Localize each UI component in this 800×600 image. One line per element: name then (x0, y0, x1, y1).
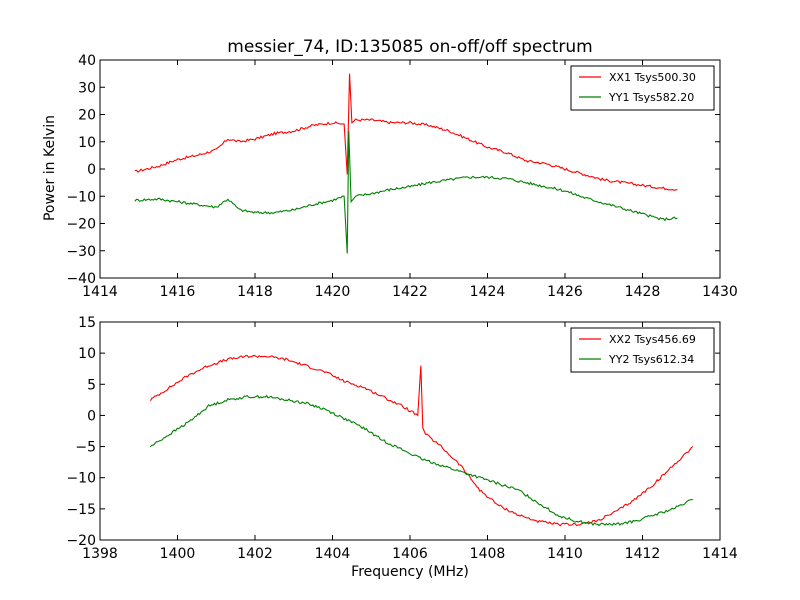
x-tick-label: 1418 (237, 284, 273, 300)
y-tick-label: 0 (87, 408, 96, 424)
x-tick-label: 1398 (82, 546, 118, 562)
series-line-2 (134, 130, 678, 254)
x-tick-label: 1426 (547, 284, 583, 300)
y-tick-label: −10 (66, 471, 96, 487)
y-tick-label: −30 (66, 244, 96, 260)
x-tick-label: 1430 (702, 284, 738, 300)
y-tick-label: −40 (66, 271, 96, 287)
x-tick-label: 1400 (160, 546, 196, 562)
y-tick-label: 15 (78, 315, 96, 331)
y-tick-label: −20 (66, 217, 96, 233)
y-tick-label: 40 (78, 53, 96, 69)
y-tick-label: 10 (78, 346, 96, 362)
y-tick-label: −20 (66, 533, 96, 549)
x-tick-label: 1402 (237, 546, 273, 562)
y-tick-label: 10 (78, 135, 96, 151)
y-tick-label: −15 (66, 502, 96, 518)
y-tick-label: 20 (78, 108, 96, 124)
bottom-subplot: 1398 1400 1402 1404 1406 1408 1410 1412 1414 15 10… (66, 315, 737, 562)
legend: XX2 Tsys456.69 YY2 Tsys612.34 (570, 327, 715, 373)
series-line-1 (134, 73, 678, 191)
series-line-1 (149, 354, 694, 527)
x-tick-label: 1408 (470, 546, 506, 562)
y-tick-label: 30 (78, 80, 96, 96)
legend-label: YY2 Tsys612.34 (608, 353, 694, 366)
legend-label: XX2 Tsys456.69 (609, 333, 696, 346)
y-tick-label: 0 (87, 162, 96, 178)
x-tick-label: 1416 (160, 284, 196, 300)
x-tick-label: 1424 (470, 284, 506, 300)
legend: XX1 Tsys500.30 YY1 Tsys582.20 (570, 65, 715, 111)
series-line-2 (149, 394, 693, 527)
x-tick-label: 1414 (82, 284, 118, 300)
legend-label: YY1 Tsys582.20 (608, 91, 694, 104)
x-tick-label: 1410 (547, 546, 583, 562)
legend-box (570, 327, 715, 373)
y-tick-label: −10 (66, 189, 96, 205)
x-tick-label: 1406 (392, 546, 428, 562)
legend-label: XX1 Tsys500.30 (609, 71, 696, 84)
x-tick-label: 1404 (315, 546, 351, 562)
x-axis-label: Frequency (MHz) (351, 564, 469, 580)
x-tick-label: 1428 (625, 284, 661, 300)
y-tick-label: 5 (87, 377, 96, 393)
legend-box (570, 65, 715, 111)
chart-title: messier_74, ID:135085 on-off/off spectru… (227, 37, 592, 57)
x-tick-label: 1420 (315, 284, 351, 300)
y-axis-label: Power in Kelvin (42, 115, 58, 221)
x-tick-label: 1422 (392, 284, 428, 300)
y-tick-label: −5 (75, 440, 96, 456)
top-subplot: 1414 1416 1418 1420 1422 1424 1426 1428 1430 40 30… (66, 53, 737, 300)
x-tick-label: 1412 (625, 546, 661, 562)
x-tick-label: 1414 (702, 546, 738, 562)
